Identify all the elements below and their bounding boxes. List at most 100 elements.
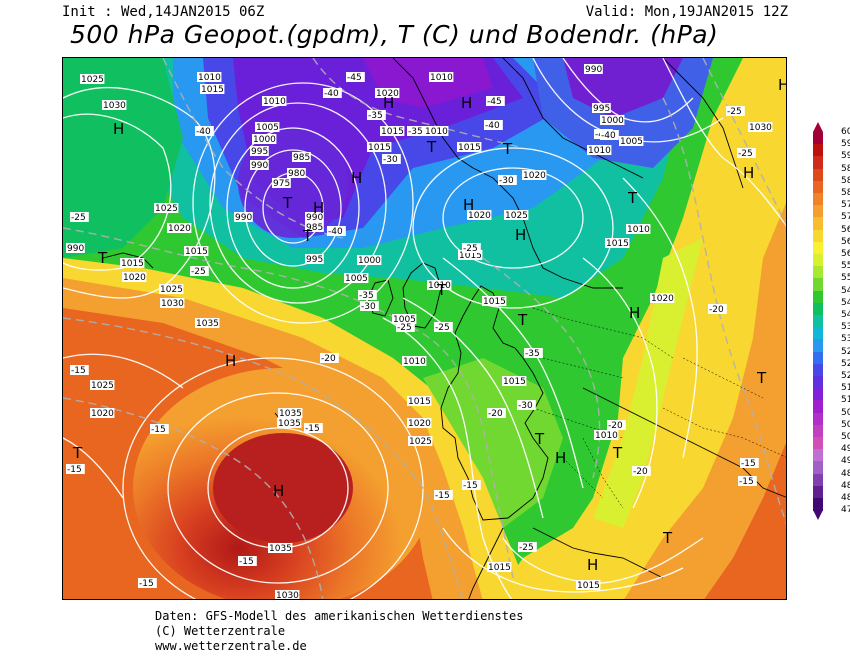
footer-data-source: Daten: GFS-Modell des amerikanischen Wet…: [155, 609, 524, 623]
isotherm-label: -25: [726, 106, 745, 117]
isobar-label-text: 1000: [253, 135, 276, 145]
init-time: Init : Wed,14JAN2015 06Z: [62, 4, 265, 20]
isobar-label-text: 1015: [368, 143, 391, 153]
isobar-label: 975: [272, 178, 291, 189]
high-pressure-marker: H: [461, 94, 472, 112]
isotherm-label-text: -40: [485, 121, 500, 131]
colorbar-segment: [813, 266, 823, 279]
isobar-label: 1025: [504, 210, 529, 221]
isobar-label-text: 1015: [483, 297, 506, 307]
isotherm-label: -25: [190, 266, 209, 277]
isobar-label: 990: [234, 212, 253, 223]
isobar-label: 1010: [402, 356, 427, 367]
isobar-label: 1015: [367, 142, 392, 153]
isotherm-label: -15: [738, 476, 757, 487]
colorbar-level-label: 568: [841, 224, 850, 235]
colorbar-segment: [813, 437, 823, 450]
high-pressure-marker: H: [463, 196, 474, 214]
isotherm-label-text: -35: [368, 111, 383, 121]
colorbar-level-label: 492: [841, 456, 850, 467]
isobar-label-text: 1010: [588, 146, 611, 156]
footer-copyright: (C) Wetterzentrale: [155, 624, 286, 638]
isobar-label-text: 1010: [430, 73, 453, 83]
colorbar-level-label: 552: [841, 273, 850, 284]
isotherm-label: -30: [382, 154, 401, 165]
high-pressure-marker: H: [383, 94, 394, 112]
isotherm-label-text: -45: [487, 97, 502, 107]
isotherm-label-text: -15: [139, 579, 154, 589]
isotherm-label: -15: [150, 424, 169, 435]
isotherm-label: -25: [518, 542, 537, 553]
isotherm-label-text: -35: [359, 291, 374, 301]
isobar-label-text: 1015: [185, 247, 208, 257]
isobar-label: 1015: [502, 376, 527, 387]
isobar-label-text: 1005: [345, 274, 368, 284]
isotherm-label: -25: [70, 212, 89, 223]
low-pressure-marker: T: [517, 311, 528, 329]
isobar-label-text: 1010: [198, 73, 221, 83]
isotherm-label-text: -35: [408, 127, 423, 137]
isotherm-label: -15: [304, 423, 323, 434]
isobar-label: 1035: [277, 418, 302, 429]
colorbar-level-label: 540: [841, 310, 850, 320]
isobar-label-text: 985: [293, 153, 310, 163]
isotherm-label-text: -25: [191, 267, 206, 277]
isobar-label: 990: [305, 212, 324, 223]
colorbar-level-label: 544: [841, 297, 850, 308]
isobar-label: 1030: [748, 122, 773, 133]
colorbar-segment: [813, 132, 823, 145]
isobar-label-text: 1030: [161, 299, 184, 309]
isotherm-label-text: -15: [305, 424, 320, 434]
field-nw-cyan: [63, 58, 183, 258]
isobar-label: 1010: [626, 224, 651, 235]
isobar-label-text: 995: [593, 104, 610, 114]
isobar-label: 1015: [407, 396, 432, 407]
isobar-label-text: 990: [235, 213, 252, 223]
colorbar-level-label: 484: [841, 480, 850, 491]
isobar-label-text: 1015: [606, 239, 629, 249]
colorbar-level-label: 476: [841, 505, 850, 516]
isobar-label: 1030: [160, 298, 185, 309]
colorbar-segment: [813, 376, 823, 389]
map-canvas: 1025 101010151010103010051000995985990980…: [63, 58, 786, 599]
isobar-label-text: 1025: [160, 285, 183, 295]
isobar-label-text: 1020: [408, 419, 431, 429]
isobar-label-text: 1020: [523, 171, 546, 181]
colorbar-segment: [813, 400, 823, 414]
isotherm-label: -15: [138, 578, 157, 589]
colorbar-segment: [813, 168, 823, 182]
isobar-label-text: 1015: [459, 251, 482, 261]
isotherm-label-text: -35: [525, 349, 540, 359]
isotherm-label: -20: [632, 466, 651, 477]
chart-title: 500 hPa Geopot.(gpdm), T (C) und Bodendr…: [70, 20, 719, 49]
colorbar-level-label: 564: [841, 236, 850, 247]
colorbar-level-label: 588: [841, 163, 850, 174]
isotherm-label-text: -40: [196, 127, 211, 137]
isobar-label: 1025: [80, 74, 105, 85]
isobar-label: 995: [592, 103, 611, 114]
isobar-label: 995: [305, 254, 324, 265]
isotherm-label-text: -15: [741, 459, 756, 469]
isobar-label: 1005: [344, 273, 369, 284]
isotherm-label: -35: [524, 348, 543, 359]
isobar-label-text: 1025: [409, 437, 432, 447]
isobar-label: 1010: [262, 96, 287, 107]
isotherm-label: -40: [484, 120, 503, 131]
isobar-label: 1025: [408, 436, 433, 447]
colorbar-level-label: 600: [841, 127, 850, 137]
colorbar-level-label: 532: [841, 334, 850, 345]
colorbar-segment: [813, 485, 823, 499]
isotherm-label: -15: [66, 464, 85, 475]
colorbar-segment: [813, 156, 823, 170]
isobar-label: 1015: [457, 142, 482, 153]
isobar-label: 1035: [268, 543, 293, 554]
isobar-label: 995: [250, 146, 269, 157]
isobar-label-text: 1020: [123, 273, 146, 283]
colorbar-segment: [813, 351, 823, 365]
high-pressure-marker: H: [351, 169, 362, 187]
isobar-label: 1015: [482, 296, 507, 307]
colorbar-segment: [813, 180, 823, 194]
isobar-label: 1025: [90, 380, 115, 391]
isobar-label-text: 1010: [595, 431, 618, 441]
isobar-label-text: 1000: [358, 256, 381, 266]
